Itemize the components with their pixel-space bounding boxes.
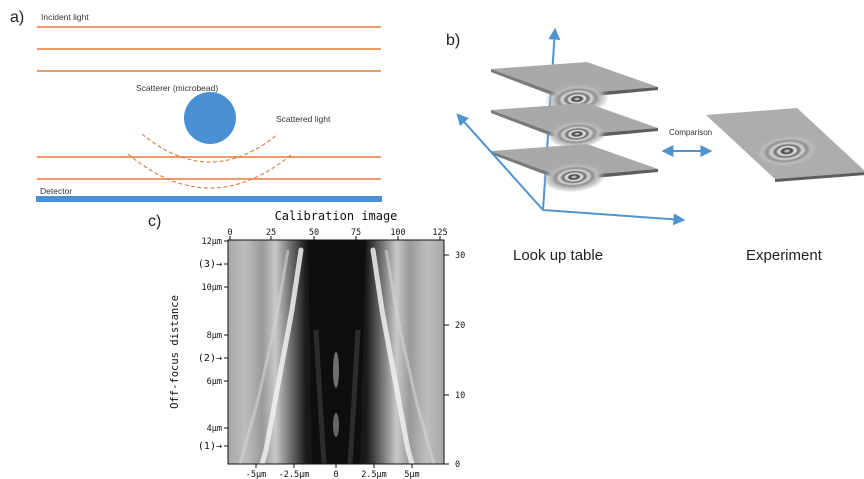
microbead [184, 92, 236, 144]
top-tick-125: 125 [432, 228, 447, 238]
top-tick-100: 100 [390, 228, 405, 238]
left-axis: 12µm 10µm 8µm 6µm 4µm (3)→ (2)→ (1)→ [198, 237, 228, 452]
bottom-tick-5um: 5µm [404, 470, 419, 479]
scattered-light-label: Scattered light [276, 114, 331, 124]
bottom-tick-0: 0 [333, 470, 338, 479]
panel-b: b) Comparison [446, 27, 864, 264]
left-tick-12um: 12µm [202, 237, 222, 247]
scatterer-label: Scatterer (microbead) [136, 83, 218, 93]
bottom-axis: -5µm -2.5µm 0 2.5µm 5µm [246, 464, 420, 479]
incident-light-label: Incident light [41, 12, 89, 22]
right-tick-10: 10 [455, 391, 465, 401]
panel-c-label: c) [148, 213, 161, 230]
calibration-title: Calibration image [275, 209, 398, 223]
bottom-tick-minus5um: -5µm [246, 470, 266, 479]
lut-plane-bottom [491, 144, 658, 193]
panel-a-label: a) [10, 9, 24, 26]
scattered-wave-inner [141, 133, 279, 163]
marker-3: (3)→ [198, 259, 222, 270]
experiment-plane [706, 108, 864, 182]
detector-label: Detector [40, 186, 72, 196]
marker-1: (1)→ [198, 441, 222, 452]
panel-a: a) Incident light Scatterer (microbead) … [10, 9, 382, 202]
lut-plane-middle [491, 103, 658, 149]
left-tick-6um: 6µm [207, 377, 222, 387]
off-focus-axis-label: Off-focus distance [169, 295, 181, 409]
top-tick-75: 75 [351, 228, 361, 238]
scattered-wave-outer [127, 153, 293, 189]
left-tick-8um: 8µm [207, 331, 222, 341]
lut-axis-horizontal [542, 209, 686, 226]
panel-c: c) Calibration image 0 25 50 75 100 [148, 209, 465, 479]
left-tick-10um: 10µm [202, 283, 222, 293]
right-tick-30: 30 [455, 251, 465, 261]
top-tick-25: 25 [266, 228, 276, 238]
left-tick-4um: 4µm [207, 424, 222, 434]
lut-axis-depth [456, 113, 544, 211]
bottom-tick-2-5um: 2.5µm [361, 470, 387, 479]
right-tick-0: 0 [455, 460, 460, 470]
calibration-image [227, 239, 445, 467]
panel-b-label: b) [446, 32, 460, 49]
experiment-label: Experiment [746, 247, 823, 264]
detector-bar [36, 196, 382, 202]
top-axis: 0 25 50 75 100 125 [227, 228, 448, 240]
marker-2: (2)→ [198, 353, 222, 364]
right-axis: 0 10 20 30 [444, 251, 465, 470]
top-tick-0: 0 [227, 228, 232, 238]
top-tick-50: 50 [309, 228, 319, 238]
right-tick-20: 20 [455, 321, 465, 331]
comparison-label: Comparison [669, 128, 712, 137]
bottom-tick-minus2-5um: -2.5µm [279, 470, 310, 479]
look-up-table-label: Look up table [513, 247, 603, 264]
